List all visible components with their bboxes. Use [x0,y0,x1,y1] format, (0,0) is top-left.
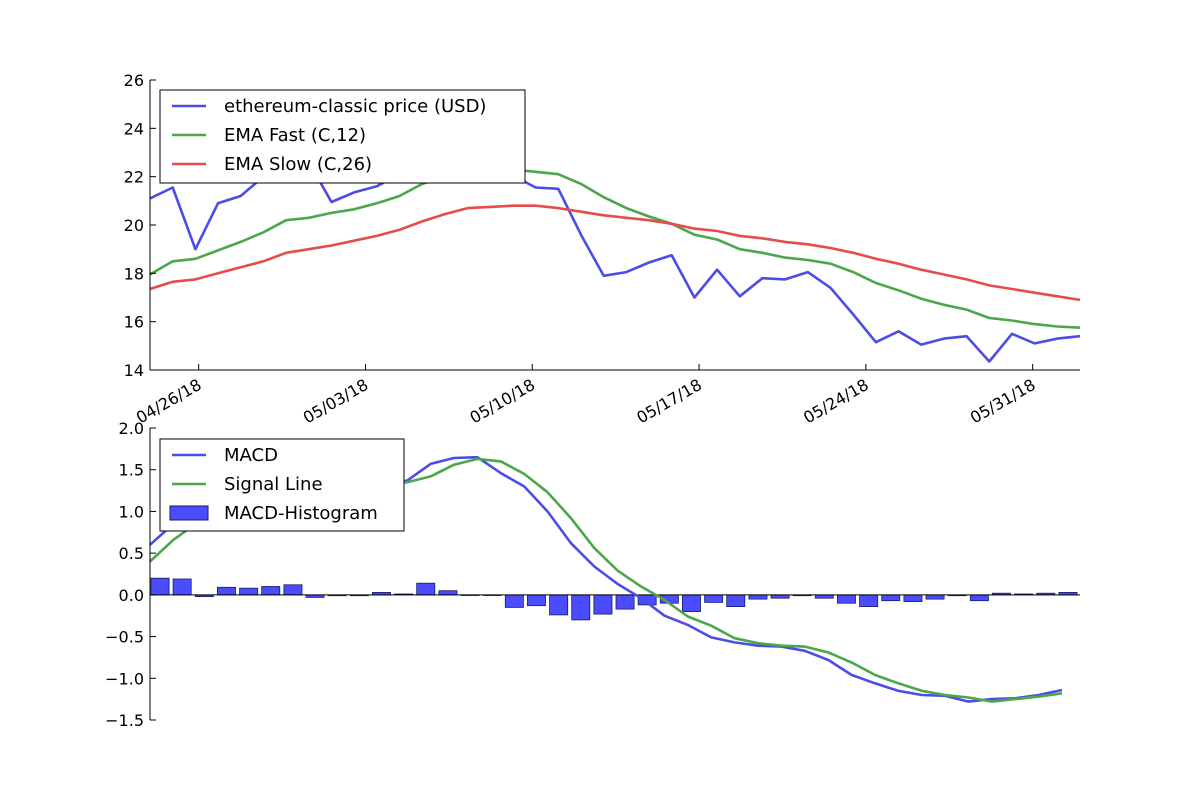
histogram-bar [216,586,236,596]
price-y-tick-label: 20 [124,216,144,235]
price-y-tick-label: 18 [124,264,144,283]
macd-legend: MACD Signal Line MACD-Histogram [159,438,405,532]
price-legend-label: EMA Slow (C,26) [224,154,372,175]
price-y-tick-label: 24 [124,119,144,138]
price-legend-label: EMA Fast (C,12) [224,125,366,146]
histogram-bar [704,594,724,603]
macd-y-tick-label: −0.5 [105,628,144,647]
macd-legend-label: MACD-Histogram [224,503,378,524]
macd-y-tick-label: 1.0 [119,502,144,521]
price-legend: ethereum-classic price (USD) EMA Fast (C,… [159,89,526,184]
macd-y-tick-label: 0.0 [119,586,144,605]
price-series-line-0 [149,160,1081,363]
price-x-tick-label: 05/10/18 [467,375,539,427]
macd-y-tick-label: 0.5 [119,544,144,563]
price-x-tick-label: 05/03/18 [300,375,372,427]
macd-legend-label: Signal Line [224,474,323,495]
histogram-bar [416,582,436,596]
price-y-tick-label: 16 [124,313,144,332]
histogram-bar [239,587,259,596]
macd-y-tick-label: 1.5 [119,461,144,480]
price-y-tick-label: 22 [124,168,144,187]
histogram-bar [504,594,524,608]
macd-y-tick-label: −1.0 [105,669,144,688]
histogram-bar [925,594,945,600]
histogram-bar [172,578,192,596]
histogram-bar [549,594,569,616]
histogram-bar [969,594,989,602]
histogram-bar [859,594,879,608]
price-series-line-1 [149,168,1081,329]
histogram-bar [903,594,923,603]
price-y-tick-label: 14 [124,361,144,380]
histogram-bar [726,594,746,608]
histogram-bar [283,584,303,596]
histogram-bar [748,594,768,600]
price-x-tick-label: 05/17/18 [633,375,705,427]
histogram-bar [837,594,856,604]
histogram-bar [682,594,701,613]
histogram-bar [150,577,170,596]
histogram-bar [261,586,281,596]
macd-legend-label: MACD [224,445,278,466]
histogram-bar [571,594,591,621]
histogram-bar [527,594,546,607]
macd-y-tick-label: 2.0 [119,419,144,438]
price-legend-box [159,89,526,184]
price-y-tick-label: 26 [124,71,144,90]
price-x-tick-label: 05/31/18 [967,375,1039,427]
price-series-line-2 [149,204,1081,302]
histogram-bar [593,594,613,615]
histogram-bar [814,594,834,599]
histogram-bar [438,590,458,596]
macd-y-tick-label: −1.5 [105,711,144,730]
histogram-bar [770,594,790,599]
price-x-tick-label: 05/24/18 [800,375,872,427]
price-legend-label: ethereum-classic price (USD) [224,96,486,117]
macd-panel: −1.5 −1.0 −0.5 0.0 0.5 1.0 1.5 2.0 MACD Signal Li… [105,419,1080,730]
macd-legend-swatch [169,505,209,521]
histogram-bar [615,594,635,610]
histogram-bar [881,594,901,602]
